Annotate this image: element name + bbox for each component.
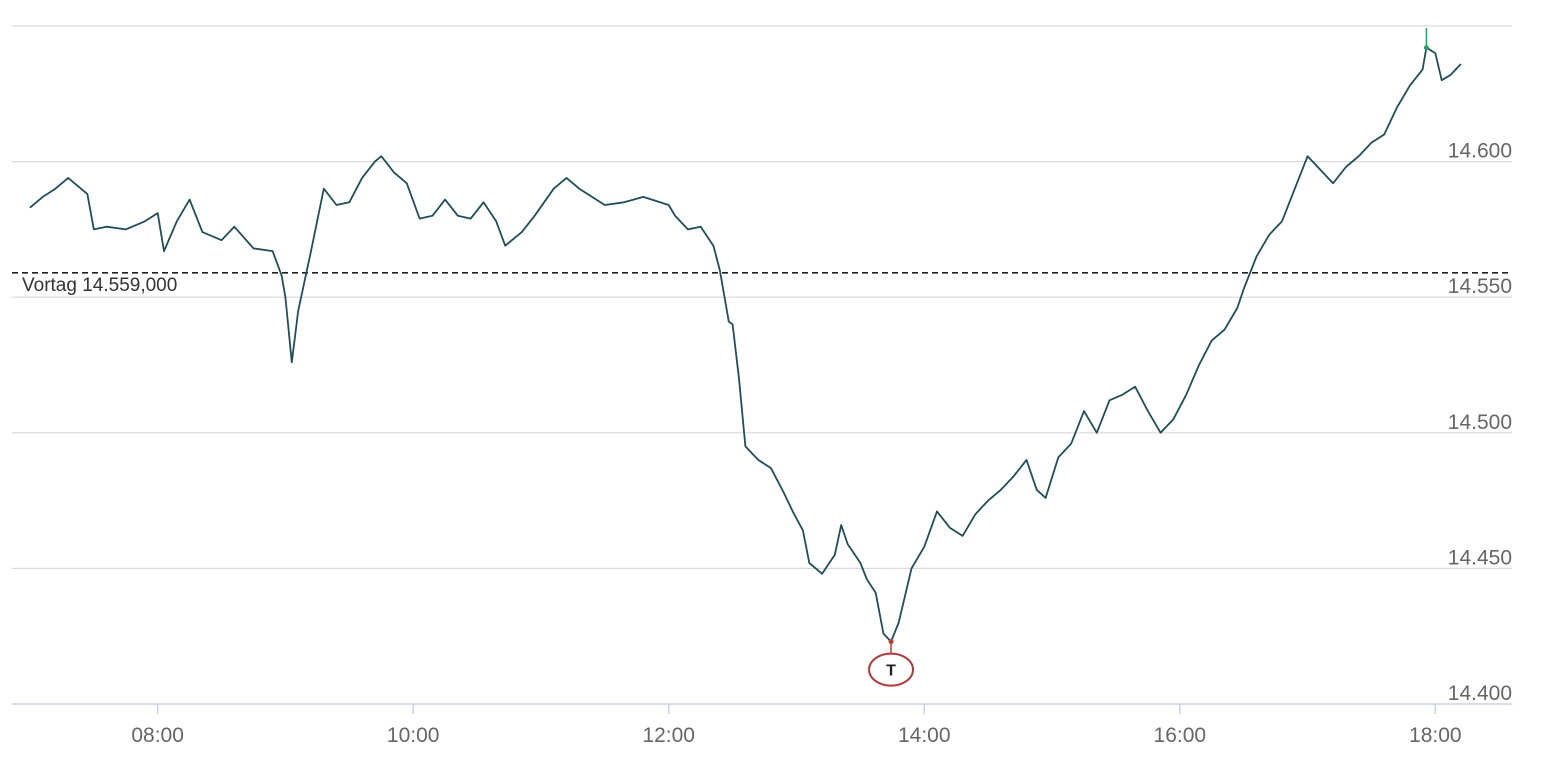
low-marker-label: T <box>886 663 896 680</box>
markers: T <box>868 28 1429 687</box>
x-tick-label: 18:00 <box>1409 724 1462 747</box>
y-axis-labels: 14.400 14.450 14.500 14.550 14.600 <box>1448 140 1512 705</box>
y-tick-label: 14.600 <box>1448 140 1512 163</box>
x-axis: 08:00 10:00 12:00 14:00 16:00 18:00 <box>12 703 1512 747</box>
previous-close-reference: Vortag 14.559,000 <box>12 271 1512 296</box>
x-tick-label: 16:00 <box>1154 724 1207 747</box>
y-tick-label: 14.550 <box>1448 275 1512 298</box>
low-marker-badge[interactable] <box>868 652 915 687</box>
x-tick-label: 12:00 <box>642 724 695 747</box>
y-tick-label: 14.500 <box>1448 411 1512 434</box>
y-tick-label: 14.400 <box>1448 682 1512 705</box>
price-line <box>29 46 1462 643</box>
previous-close-label: Vortag 14.559,000 <box>22 275 177 296</box>
y-tick-label: 14.450 <box>1448 546 1512 569</box>
high-point-dot <box>1423 45 1429 51</box>
x-tick-label: 10:00 <box>387 724 440 747</box>
price-series <box>29 46 1462 643</box>
x-tick-label: 14:00 <box>898 724 951 747</box>
x-tick-label: 08:00 <box>131 724 184 747</box>
gridlines <box>12 25 1512 570</box>
